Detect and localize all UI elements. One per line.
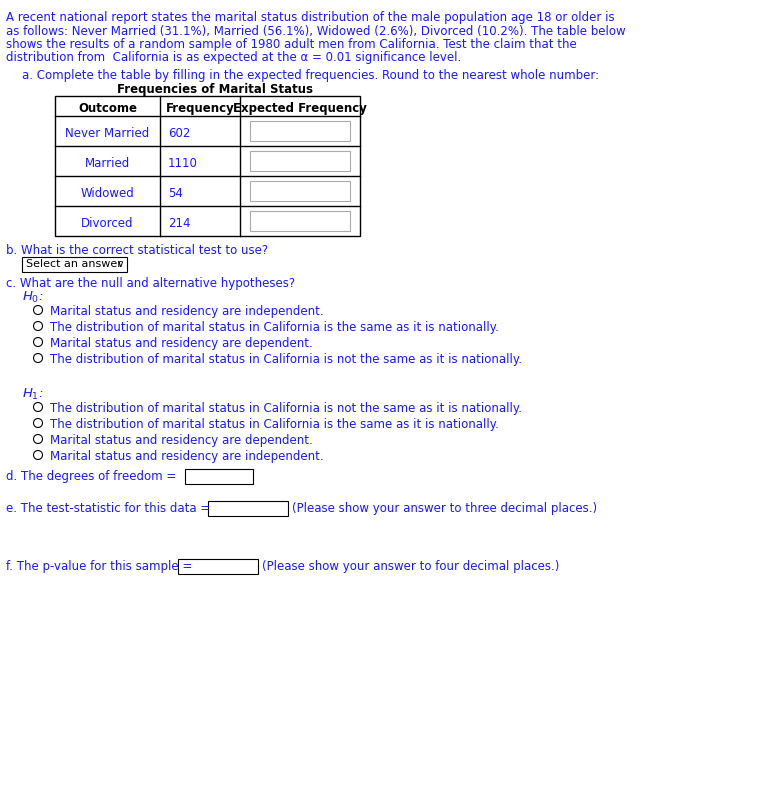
Text: The distribution of marital status in California is the same as it is nationally: The distribution of marital status in Ca… (50, 321, 499, 334)
Text: Married: Married (85, 157, 130, 170)
Text: Divorced: Divorced (81, 217, 134, 230)
Text: $H_0$:: $H_0$: (22, 290, 44, 305)
Text: a. Complete the table by filling in the expected frequencies. Round to the neare: a. Complete the table by filling in the … (22, 69, 599, 82)
Text: $H_1$:: $H_1$: (22, 387, 44, 402)
Text: Marital status and residency are dependent.: Marital status and residency are depende… (50, 434, 313, 447)
Bar (185, 469, 253, 484)
Text: 602: 602 (168, 127, 190, 140)
Text: d. The degrees of freedom =: d. The degrees of freedom = (6, 470, 176, 483)
Text: Frequencies of Marital Status: Frequencies of Marital Status (117, 83, 313, 96)
Text: Marital status and residency are dependent.: Marital status and residency are depende… (50, 337, 313, 350)
Text: Widowed: Widowed (81, 187, 134, 200)
Text: 1110: 1110 (168, 157, 198, 170)
Text: Frequency: Frequency (166, 102, 234, 115)
Text: f. The p-value for this sample =: f. The p-value for this sample = (6, 560, 192, 573)
Text: c. What are the null and alternative hypotheses?: c. What are the null and alternative hyp… (6, 277, 295, 290)
Bar (250, 151, 350, 171)
Bar (178, 559, 258, 574)
Text: A recent national report states the marital status distribution of the male popu: A recent national report states the mari… (6, 11, 614, 24)
Bar (55, 96, 360, 236)
Bar (250, 121, 350, 141)
Text: Select an answer: Select an answer (26, 259, 122, 269)
Text: as follows: Never Married (31.1%), Married (56.1%), Widowed (2.6%), Divorced (10: as follows: Never Married (31.1%), Marri… (6, 25, 626, 37)
Text: Never Married: Never Married (65, 127, 150, 140)
Text: The distribution of marital status in California is not the same as it is nation: The distribution of marital status in Ca… (50, 402, 522, 415)
Bar (250, 211, 350, 231)
Text: distribution from  California is as expected at the α = 0.01 significance level.: distribution from California is as expec… (6, 52, 462, 64)
Text: (Please show your answer to four decimal places.): (Please show your answer to four decimal… (262, 560, 559, 573)
Text: The distribution of marital status in California is not the same as it is nation: The distribution of marital status in Ca… (50, 353, 522, 366)
Bar (250, 181, 350, 201)
Text: 54: 54 (168, 187, 183, 200)
Text: Expected Frequency: Expected Frequency (233, 102, 367, 115)
Text: Marital status and residency are independent.: Marital status and residency are indepen… (50, 305, 323, 318)
Bar (208, 501, 288, 516)
Bar (22, 257, 127, 272)
Text: shows the results of a random sample of 1980 adult men from California. Test the: shows the results of a random sample of … (6, 38, 577, 51)
Text: The distribution of marital status in California is the same as it is nationally: The distribution of marital status in Ca… (50, 418, 499, 431)
Text: ∨: ∨ (117, 259, 124, 269)
Text: Marital status and residency are independent.: Marital status and residency are indepen… (50, 450, 323, 463)
Text: (Please show your answer to three decimal places.): (Please show your answer to three decima… (292, 502, 598, 515)
Text: Outcome: Outcome (78, 102, 137, 115)
Text: e. The test-statistic for this data =: e. The test-statistic for this data = (6, 502, 210, 515)
Text: b. What is the correct statistical test to use?: b. What is the correct statistical test … (6, 244, 268, 257)
Text: 214: 214 (168, 217, 190, 230)
